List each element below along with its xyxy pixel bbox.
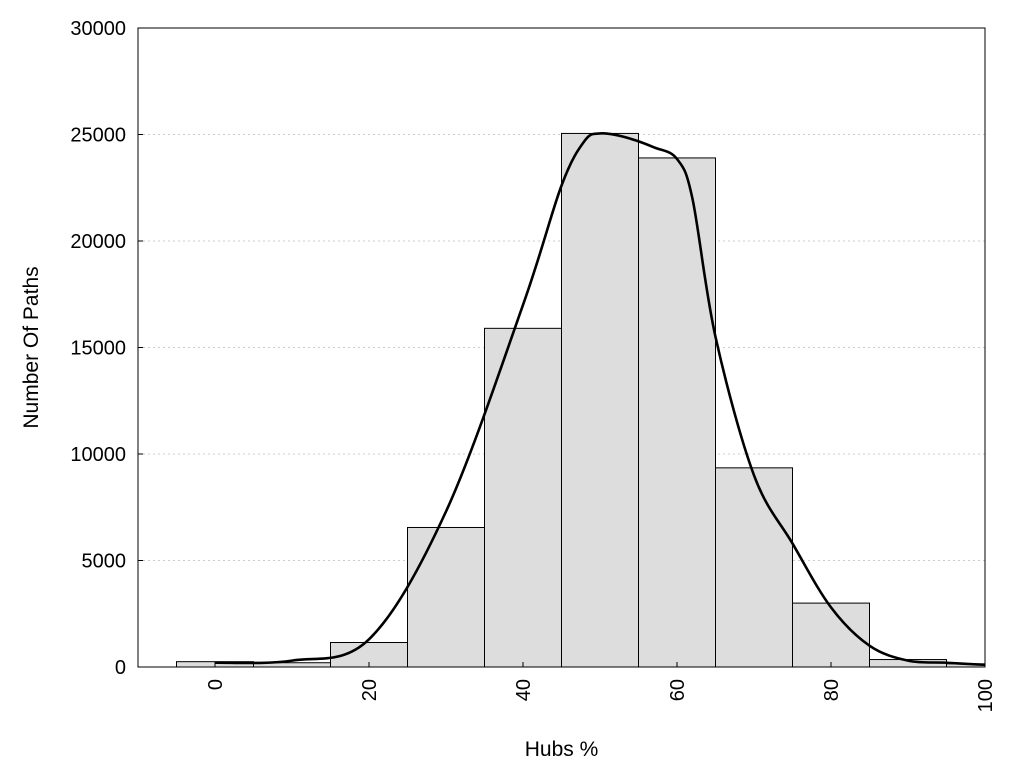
histogram-bar: [715, 467, 793, 668]
histogram-bar: [638, 157, 716, 668]
y-axis-title: Number Of Paths: [20, 266, 43, 428]
x-tick-label: 20: [359, 679, 381, 701]
x-axis-title: Hubs %: [525, 738, 599, 761]
x-tick-label: 100: [975, 679, 997, 712]
y-tick-label: 30000: [70, 18, 126, 40]
y-tick-label: 10000: [70, 444, 126, 466]
histogram-bar: [561, 132, 639, 668]
x-tick-label: 40: [513, 679, 535, 701]
x-tick-label: 0: [205, 679, 227, 690]
x-axis-ticks: 0 20 40 60 80 100: [205, 662, 997, 712]
density-curve: [214, 131, 986, 667]
density-line: [214, 131, 986, 667]
y-tick-label: 0: [115, 657, 126, 679]
y-tick-label: 20000: [70, 231, 126, 253]
x-tick-label: 80: [821, 679, 843, 701]
histogram-bar: [407, 526, 485, 668]
gridlines: [138, 134, 985, 561]
x-tick-label: 60: [667, 679, 689, 701]
y-tick-label: 15000: [70, 338, 126, 360]
y-axis-ticks: 0 5000 10000 15000 20000 25000 30000: [70, 18, 143, 679]
y-tick-label: 5000: [82, 551, 127, 573]
y-tick-label: 25000: [70, 125, 126, 147]
histogram-bar: [484, 327, 562, 668]
bars: [176, 132, 986, 668]
